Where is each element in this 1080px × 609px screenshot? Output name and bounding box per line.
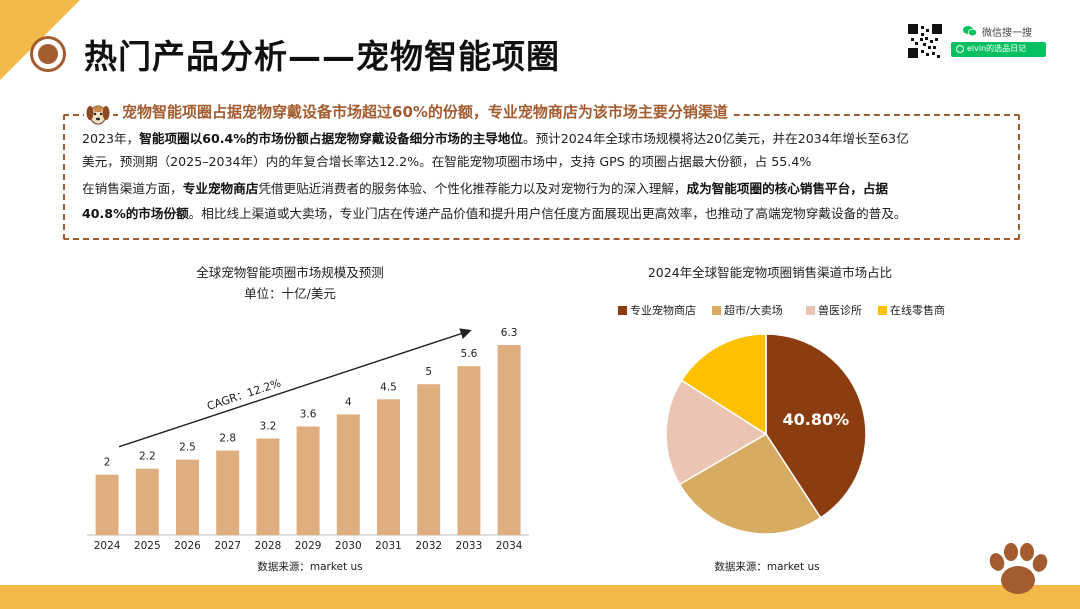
bar-value-label: 4 bbox=[345, 396, 352, 408]
x-tick-label: 2027 bbox=[214, 540, 241, 552]
bar-chart-source: 数据来源：market us bbox=[257, 560, 362, 573]
x-tick-label: 2034 bbox=[496, 540, 523, 552]
bar-chart-subtitle: 单位：十亿/美元 bbox=[244, 286, 336, 301]
summary-highlight: 专业宠物商店 bbox=[182, 181, 259, 196]
bar-chart-title: 全球宠物智能项圈市场规模及预测 bbox=[196, 265, 384, 280]
x-tick-label: 2032 bbox=[415, 540, 442, 552]
bar bbox=[216, 450, 240, 535]
wechat-search-text: elvin的选品日记 bbox=[967, 44, 1027, 53]
bar bbox=[497, 345, 521, 535]
summary-text: 美元，预测期（2025–2034年）内的年复合增长率达12.2%。在智能宠物项圈… bbox=[82, 154, 812, 169]
page-title: 热门产品分析——宠物智能项圈 bbox=[84, 37, 560, 76]
legend-swatch bbox=[618, 306, 627, 315]
summary-highlight: 智能项圈以60.4%的市场份额占据宠物穿戴设备细分市场的主导地位 bbox=[139, 131, 523, 146]
paw-icon bbox=[989, 543, 1048, 594]
pie-slice bbox=[678, 432, 822, 535]
bar-value-label: 4.5 bbox=[380, 381, 397, 393]
wechat-search-label: 微信搜一搜 bbox=[982, 28, 1032, 39]
summary-line-3: 在销售渠道方面，专业宠物商店凭借更贴近消费者的服务体验、个性化推荐能力以及对宠物… bbox=[82, 177, 888, 200]
bar bbox=[256, 438, 280, 535]
x-tick-label: 2024 bbox=[94, 540, 121, 552]
bar-value-label: 5 bbox=[425, 366, 432, 378]
bar bbox=[296, 426, 320, 535]
wechat-logo-icon bbox=[963, 26, 977, 37]
legend-label: 超市/大卖场 bbox=[724, 303, 783, 317]
dog-icon bbox=[84, 100, 112, 128]
bar bbox=[176, 459, 199, 535]
bar bbox=[417, 384, 441, 535]
pie-slice bbox=[680, 333, 767, 436]
bar bbox=[377, 399, 400, 535]
bar bbox=[336, 414, 360, 535]
summary-text: 在销售渠道方面， bbox=[82, 181, 183, 196]
x-tick-label: 2028 bbox=[255, 540, 282, 552]
summary-line-2: 美元，预测期（2025–2034年）内的年复合增长率达12.2%。在智能宠物项圈… bbox=[82, 150, 811, 173]
pie-chart-source: 数据来源：market us bbox=[714, 560, 819, 573]
pie-chart-title: 2024年全球智能宠物项圈销售渠道市场占比 bbox=[648, 265, 892, 280]
summary-text: 。预计2024年全球市场规模将达20亿美元，并在2034年增长至63亿 bbox=[522, 131, 909, 146]
x-tick-label: 2029 bbox=[295, 540, 322, 552]
search-icon bbox=[956, 45, 964, 53]
bottom-band bbox=[0, 585, 1080, 609]
bar-value-label: 5.6 bbox=[461, 348, 478, 360]
pie-data-label: 40.80% bbox=[783, 410, 850, 429]
title-badge-icon bbox=[30, 36, 66, 72]
summary-headline: 宠物智能项圈占据宠物穿戴设备市场超过60%的份额，专业宠物商店为该市场主要分销渠… bbox=[118, 101, 734, 122]
summary-line-1: 2023年，智能项圈以60.4%的市场份额占据宠物穿戴设备细分市场的主导地位。预… bbox=[82, 127, 909, 150]
summary-text: 。相比线上渠道或大卖场，专业门店在传递产品价值和提升用户信任度方面展现出更高效率… bbox=[188, 206, 907, 221]
bar-value-label: 3.6 bbox=[300, 408, 317, 420]
bar bbox=[95, 474, 119, 535]
bar-value-label: 6.3 bbox=[501, 327, 518, 339]
pie-slice bbox=[665, 379, 768, 486]
legend-swatch bbox=[878, 306, 887, 315]
summary-text: 凭借更贴近消费者的服务体验、个性化推荐能力以及对宠物行为的深入理解， bbox=[258, 181, 687, 196]
bar bbox=[457, 366, 481, 535]
bar-value-label: 2 bbox=[104, 457, 111, 469]
legend-swatch bbox=[806, 306, 815, 315]
bar-value-label: 2.5 bbox=[179, 442, 196, 454]
summary-line-4: 40.8%的市场份额。相比线上渠道或大卖场，专业门店在传递产品价值和提升用户信任… bbox=[82, 202, 907, 225]
x-tick-label: 2026 bbox=[174, 540, 201, 552]
bar-value-label: 2.2 bbox=[139, 451, 156, 463]
bar-value-label: 3.2 bbox=[260, 421, 277, 433]
cagr-arrow bbox=[118, 328, 472, 448]
legend-label: 专业宠物商店 bbox=[630, 303, 696, 317]
pie-chart: 2024年全球智能宠物项圈销售渠道市场占比 数据来源：market us 40.… bbox=[618, 265, 945, 573]
x-tick-label: 2033 bbox=[456, 540, 483, 552]
cagr-annotation: CAGR：12.2% bbox=[205, 376, 282, 413]
x-tick-label: 2031 bbox=[375, 540, 402, 552]
summary-text: 2023年， bbox=[82, 131, 140, 146]
summary-highlight: 成为智能项圈的核心销售平台，占据 bbox=[686, 181, 889, 196]
bar-chart: 全球宠物智能项圈市场规模及预测 单位：十亿/美元 数据来源：market us … bbox=[87, 265, 530, 573]
wechat-search-box[interactable]: elvin的选品日记 bbox=[951, 42, 1046, 57]
legend-label: 在线零售商 bbox=[890, 303, 945, 317]
x-tick-label: 2030 bbox=[335, 540, 362, 552]
qr-code-icon bbox=[908, 24, 942, 58]
summary-highlight: 40.8%的市场份额 bbox=[82, 206, 189, 221]
x-tick-label: 2025 bbox=[134, 540, 161, 552]
bar-value-label: 2.8 bbox=[219, 433, 236, 445]
legend-swatch bbox=[712, 306, 721, 315]
bar bbox=[135, 468, 159, 535]
legend-label: 兽医诊所 bbox=[818, 303, 862, 317]
wechat-search-card[interactable]: 微信搜一搜 elvin的选品日记 bbox=[903, 22, 1053, 64]
